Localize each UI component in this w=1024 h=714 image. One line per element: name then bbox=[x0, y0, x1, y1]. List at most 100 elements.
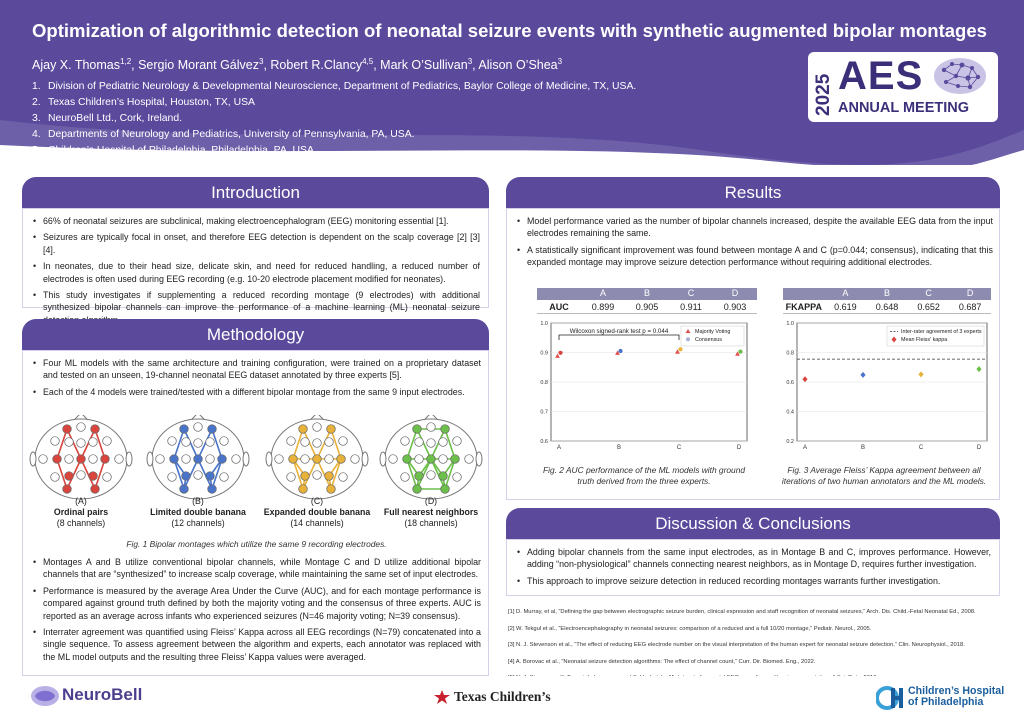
bipolar-channel-line bbox=[316, 428, 332, 460]
bullet: This approach to improve seizure detecti… bbox=[515, 575, 991, 588]
bullet: A statistically significant improvement … bbox=[515, 244, 993, 269]
electrode bbox=[438, 437, 448, 447]
kappa-table-header: A B C D bbox=[783, 288, 991, 300]
active-electrode bbox=[326, 484, 336, 494]
active-electrode bbox=[414, 471, 424, 481]
electrode bbox=[76, 422, 86, 432]
electrode bbox=[324, 454, 334, 464]
bipolar-channel-line bbox=[183, 458, 199, 490]
data-point bbox=[558, 350, 563, 355]
y-tick-label: 1.0 bbox=[786, 321, 794, 327]
left-ear bbox=[29, 451, 37, 467]
fig3-caption: Fig. 3 Average Fleiss’ Kappa agreement b… bbox=[781, 465, 987, 486]
electrode bbox=[312, 470, 322, 480]
montage-b-label: (B) Limited double banana (12 channels) bbox=[150, 496, 246, 528]
electrode bbox=[414, 454, 424, 464]
bullet: Four ML models with the same architectur… bbox=[31, 357, 481, 382]
author: Alison O’Shea bbox=[478, 58, 558, 73]
discussion-bullets: Adding bipolar channels from the same in… bbox=[515, 546, 991, 588]
bipolar-channel-line bbox=[197, 458, 213, 490]
bipolar-channel-line bbox=[94, 458, 106, 490]
electrode bbox=[452, 472, 462, 482]
legend-entry: Inter-rater agreement of 3 experts bbox=[901, 329, 982, 335]
bullet: 66% of neonatal seizures are subclinical… bbox=[31, 215, 480, 228]
left-ear bbox=[265, 451, 273, 467]
electrode bbox=[167, 472, 177, 482]
y-tick-label: 0.6 bbox=[786, 380, 794, 386]
electrode bbox=[205, 454, 215, 464]
active-electrode bbox=[90, 424, 100, 434]
bipolar-channel-line bbox=[430, 428, 446, 460]
left-ear bbox=[146, 451, 154, 467]
active-electrode bbox=[100, 454, 110, 464]
electrode bbox=[38, 454, 48, 464]
right-ear bbox=[125, 451, 133, 467]
electrode bbox=[426, 422, 436, 432]
bipolar-channel-line bbox=[66, 458, 82, 490]
data-point bbox=[860, 371, 866, 378]
legend-swatch bbox=[685, 329, 691, 333]
references: [1] D. Murray, et al, “Defining the gap … bbox=[508, 604, 1000, 687]
electrode bbox=[324, 437, 334, 447]
bipolar-channel-line bbox=[56, 428, 68, 460]
electrode bbox=[438, 454, 448, 464]
data-point bbox=[678, 347, 683, 352]
nose-mark bbox=[424, 415, 438, 420]
affiliation: 4. Departments of Neurology and Pediatric… bbox=[32, 129, 415, 140]
active-electrode bbox=[76, 454, 86, 464]
auc-chart: 0.6 0.7 0.8 0.9 1.0 A B C D Wilcoxon signed-rank … bbox=[540, 321, 748, 451]
electrode bbox=[167, 436, 177, 446]
active-electrode bbox=[88, 471, 98, 481]
bipolar-channel-line bbox=[302, 428, 318, 460]
left-ear bbox=[379, 451, 387, 467]
bipolar-channel-line bbox=[66, 428, 82, 460]
y-tick-label: 0.2 bbox=[786, 439, 794, 445]
significance-annotation: Wilcoxon signed-rank test p = 0.044 bbox=[570, 328, 669, 335]
bipolar-channel-line bbox=[406, 458, 418, 490]
electrode bbox=[181, 454, 191, 464]
svg-text:2025: 2025 bbox=[813, 73, 834, 116]
methodology-heading: Methodology bbox=[22, 319, 489, 350]
active-electrode bbox=[440, 424, 450, 434]
x-tick-label: A bbox=[557, 445, 561, 451]
introduction-panel: 66% of neonatal seizures are subclinical… bbox=[22, 208, 489, 325]
bipolar-channel-line bbox=[183, 428, 199, 460]
electrode bbox=[286, 436, 296, 446]
bipolar-channel-line bbox=[330, 458, 342, 490]
auc-table: A B C D AUC 0.899 0.905 0.911 0.903 bbox=[537, 288, 757, 314]
introduction-heading: Introduction bbox=[22, 177, 489, 208]
active-electrode bbox=[412, 424, 422, 434]
significance-bracket bbox=[558, 334, 680, 340]
bullet: Model performance varied as the number o… bbox=[515, 215, 993, 240]
bipolar-channel-line bbox=[80, 428, 96, 460]
electrode bbox=[414, 437, 424, 447]
aes-year-vertical: 2025 bbox=[813, 73, 834, 116]
data-point bbox=[976, 366, 982, 373]
active-electrode bbox=[438, 471, 448, 481]
active-electrode bbox=[181, 471, 191, 481]
electrode bbox=[205, 437, 215, 447]
active-electrode bbox=[207, 484, 217, 494]
affiliation: 5. Children’s Hospital of Philadelphia, P… bbox=[32, 145, 317, 156]
data-point bbox=[555, 353, 560, 358]
data-point bbox=[735, 351, 740, 356]
bipolar-channel-line bbox=[56, 458, 68, 490]
nose-mark bbox=[310, 415, 324, 420]
active-electrode bbox=[90, 484, 100, 494]
active-electrode bbox=[426, 454, 436, 464]
montage-d-label: (D) Full nearest neighbors (18 channels) bbox=[383, 496, 479, 528]
legend-entry: Majority Voting bbox=[695, 329, 730, 335]
electrode bbox=[76, 470, 86, 480]
x-tick-label: D bbox=[977, 445, 982, 451]
results-bullets: Model performance varied as the number o… bbox=[515, 215, 993, 273]
electrode bbox=[88, 454, 98, 464]
bipolar-channel-line bbox=[416, 428, 432, 460]
affiliation-list: 1. Division of Pediatric Neurology & Deve… bbox=[32, 79, 636, 159]
kappa-chart: 0.2 0.4 0.6 0.8 1.0 A B C D Inter-rater agreement… bbox=[786, 321, 988, 451]
electrode bbox=[155, 454, 165, 464]
electrode bbox=[400, 436, 410, 446]
active-electrode bbox=[450, 454, 460, 464]
bullet: Each of the 4 models were trained/tested… bbox=[31, 386, 481, 399]
bipolar-channel-line bbox=[444, 458, 456, 490]
introduction-bullets: 66% of neonatal seizures are subclinical… bbox=[31, 215, 480, 326]
